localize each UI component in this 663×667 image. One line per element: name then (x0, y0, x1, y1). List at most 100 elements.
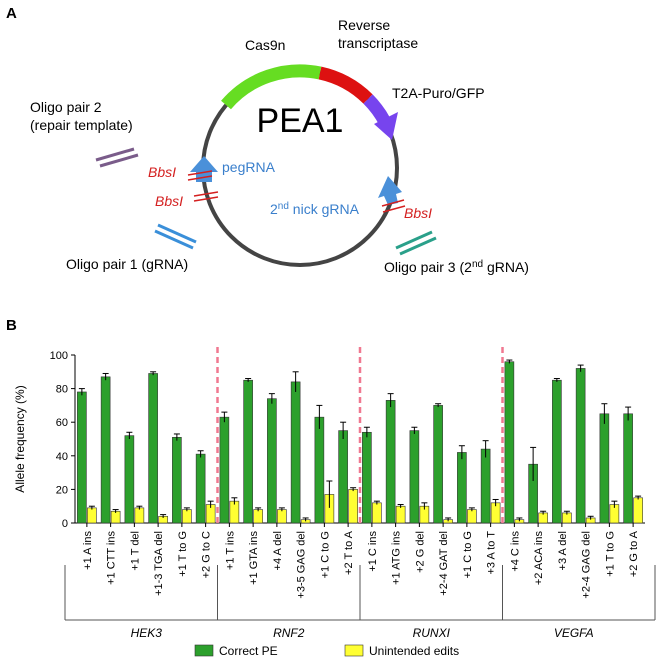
bar (362, 431, 372, 524)
bar (623, 413, 633, 524)
label: BbsI (155, 193, 183, 209)
oligo (99, 153, 139, 168)
x-tick-label: +1 GTA ins (248, 531, 260, 585)
x-tick-label: +1-3 TGA del (153, 531, 165, 596)
bar (124, 435, 135, 524)
bar (457, 452, 467, 524)
x-tick-label: +3 A to T (486, 531, 498, 575)
x-tick-label: +2 ACA ins (533, 531, 545, 586)
legend-swatch (344, 644, 364, 657)
x-tick-label: +3 A del (557, 531, 569, 570)
bar (395, 505, 406, 524)
rt-segment (318, 66, 373, 104)
label: BbsI (404, 205, 432, 221)
bar (314, 416, 325, 524)
bar (480, 448, 491, 524)
plasmid-name: PEA1 (257, 102, 344, 140)
label: Reverse (338, 17, 390, 33)
label: BbsI (148, 164, 176, 180)
x-tick-label: +2 G to A (628, 530, 640, 577)
oligo (399, 236, 437, 256)
panel-label: B (6, 317, 17, 334)
bar (372, 502, 382, 524)
label: Oligo pair 1 (gRNA) (66, 256, 188, 272)
bar (290, 381, 301, 524)
cas9n-segment (221, 64, 322, 110)
cut-line (193, 191, 219, 197)
bar (385, 400, 396, 524)
y-axis-label: Allele frequency (%) (13, 385, 27, 492)
bar (87, 507, 97, 524)
cut-line (381, 199, 405, 207)
label: Oligo pair 3 (2nd gRNA) (384, 259, 529, 275)
y-tick-label: 100 (50, 350, 68, 362)
label-part: gRNA) (483, 259, 529, 275)
t2a-segment (363, 94, 391, 126)
label: T2A-Puro/GFP (392, 85, 485, 101)
y-tick-label: 60 (56, 417, 68, 429)
bar (267, 398, 277, 524)
bar (409, 430, 420, 524)
bar (277, 509, 287, 524)
group-label: HEK3 (131, 626, 163, 640)
bar (100, 376, 111, 524)
bar (633, 497, 643, 524)
bar (195, 453, 206, 524)
cut-line (382, 205, 406, 213)
x-tick-label: +1 CTT ins (106, 531, 118, 585)
x-tick-label: +1 T to G (177, 531, 189, 577)
label-part: 2 (270, 201, 278, 217)
label: Oligo pair 2 (30, 99, 102, 115)
cut-line (187, 170, 213, 176)
bar (253, 509, 263, 524)
bar (243, 379, 253, 524)
y-tick-label: 0 (62, 518, 68, 530)
x-tick-label: +1 C ins (367, 531, 379, 572)
x-tick-label: +4 C ins (509, 531, 521, 572)
bar (467, 509, 477, 524)
oligo (395, 230, 433, 250)
group-label: RNF2 (273, 626, 305, 640)
x-tick-label: +2-4 GAT del (438, 531, 450, 596)
cut-line (193, 196, 219, 202)
x-tick-label: +1 T ins (224, 531, 236, 571)
x-tick-label: +4 A del (272, 531, 284, 570)
bar (338, 430, 348, 524)
x-tick-label: +1 ATG ins (391, 531, 403, 585)
x-tick-label: +1 T del (129, 531, 141, 571)
group-label: RUNXI (413, 626, 451, 640)
t2a-arrowhead (374, 112, 398, 140)
x-tick-label: +1 A ins (82, 531, 94, 570)
bar (77, 391, 87, 524)
bar (134, 507, 145, 524)
x-tick-label: +2 G to C (201, 531, 213, 578)
label: pegRNA (222, 159, 276, 175)
x-tick-label: +1 C to G (319, 531, 331, 578)
bar (599, 413, 610, 524)
x-tick-label: +1 C to G (462, 531, 474, 578)
oligo (157, 223, 197, 244)
cut-line (187, 175, 213, 181)
legend-label: Unintended edits (369, 644, 459, 658)
oligo (95, 147, 135, 162)
bar (148, 373, 158, 524)
label: transcriptase (338, 35, 418, 51)
label-part: nick gRNA (289, 201, 360, 217)
nick-arrow (378, 176, 402, 205)
panel-label: A (6, 5, 17, 22)
label-part: nd (472, 259, 483, 270)
label: (repair template) (30, 117, 133, 133)
y-tick-label: 40 (56, 451, 68, 463)
legend-swatch (194, 644, 214, 657)
bar (575, 368, 586, 524)
bar (433, 405, 443, 524)
legend-label: Correct PE (219, 644, 278, 658)
oligo (154, 229, 194, 250)
group-label: VEGFA (554, 626, 594, 640)
bar (504, 361, 515, 524)
x-tick-label: +2 G del (414, 531, 426, 573)
bar (172, 437, 182, 524)
label-part: nd (278, 201, 289, 212)
label: 2nd nick gRNA (270, 201, 360, 217)
bar-chart: Allele frequency (%) 0 20 40 60 80 100 +1 A ins… (13, 347, 656, 658)
